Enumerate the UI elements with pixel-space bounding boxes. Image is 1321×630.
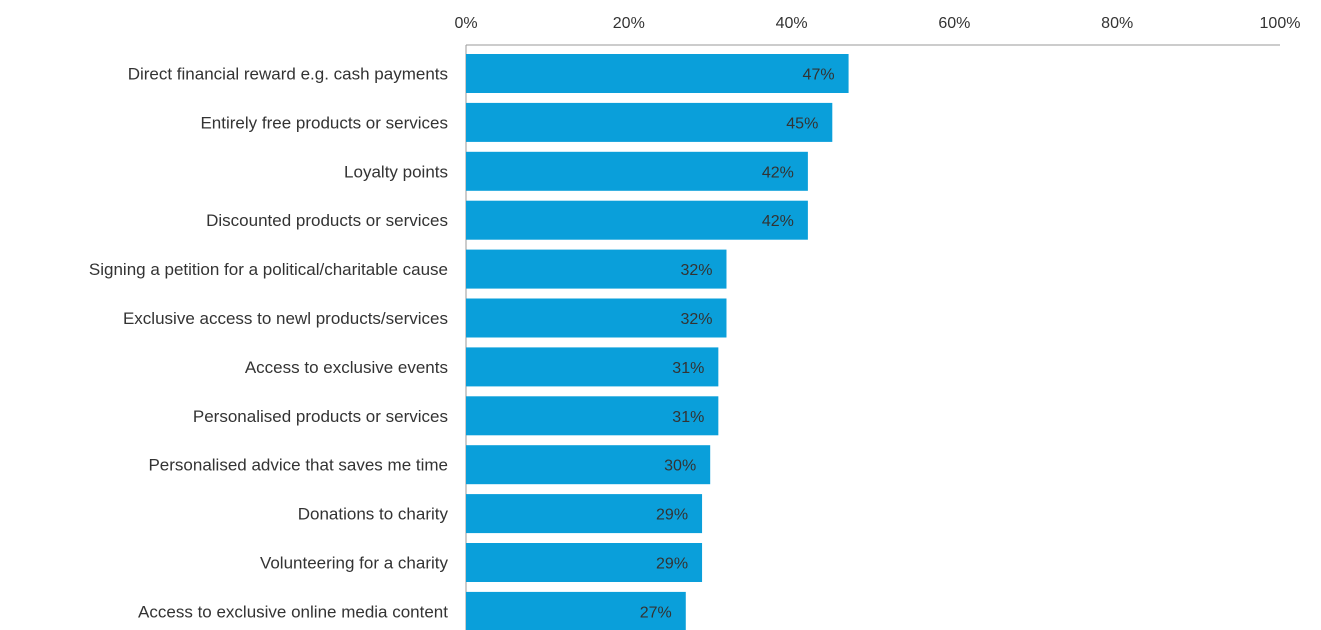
value-label: 42% [762, 213, 794, 230]
bar [466, 151, 808, 191]
x-tick-label: 80% [1101, 15, 1133, 32]
x-tick-label: 0% [454, 15, 477, 32]
value-label: 32% [680, 262, 712, 279]
category-labels: Direct financial reward e.g. cash paymen… [89, 65, 449, 622]
bar [466, 54, 849, 93]
value-label: 31% [672, 409, 704, 426]
bar [466, 200, 808, 240]
bar [466, 396, 719, 436]
category-label: Personalised products or services [193, 407, 448, 426]
value-label: 30% [664, 458, 696, 475]
bar [466, 298, 727, 338]
category-label: Signing a petition for a political/chari… [89, 260, 448, 279]
value-label: 42% [762, 164, 794, 181]
value-label: 31% [672, 360, 704, 377]
value-label: 29% [656, 507, 688, 524]
value-label: 27% [640, 604, 672, 621]
bar [466, 249, 727, 289]
category-label: Donations to charity [298, 505, 449, 524]
bars [466, 54, 849, 630]
category-label: Discounted products or services [206, 211, 448, 230]
category-label: Exclusive access to newl products/servic… [123, 309, 448, 328]
bar [466, 347, 719, 387]
category-label: Loyalty points [344, 162, 448, 181]
bar [466, 445, 711, 485]
x-tick-label: 20% [613, 15, 645, 32]
x-axis: 0% 20% 40% 60% 80% 100% [454, 15, 1300, 630]
x-tick-label: 40% [776, 15, 808, 32]
category-label: Entirely free products or services [200, 113, 448, 132]
category-label: Personalised advice that saves me time [148, 456, 448, 475]
x-tick-label: 100% [1260, 15, 1301, 32]
value-labels: 47% 45% 42% 42% 32% 32% 31% 31% 30% 29% 29% 27% [640, 67, 835, 622]
value-label: 29% [656, 556, 688, 573]
category-label: Direct financial reward e.g. cash paymen… [128, 65, 448, 84]
value-label: 47% [803, 67, 835, 84]
bar [466, 494, 703, 534]
bar [466, 102, 833, 142]
bar [466, 591, 686, 630]
x-tick-label: 60% [938, 15, 970, 32]
value-label: 32% [680, 311, 712, 328]
value-label: 45% [786, 115, 818, 132]
category-label: Access to exclusive events [245, 358, 448, 377]
bar [466, 543, 703, 582]
category-label: Volunteering for a charity [260, 554, 449, 573]
category-label: Access to exclusive online media content [138, 602, 448, 621]
